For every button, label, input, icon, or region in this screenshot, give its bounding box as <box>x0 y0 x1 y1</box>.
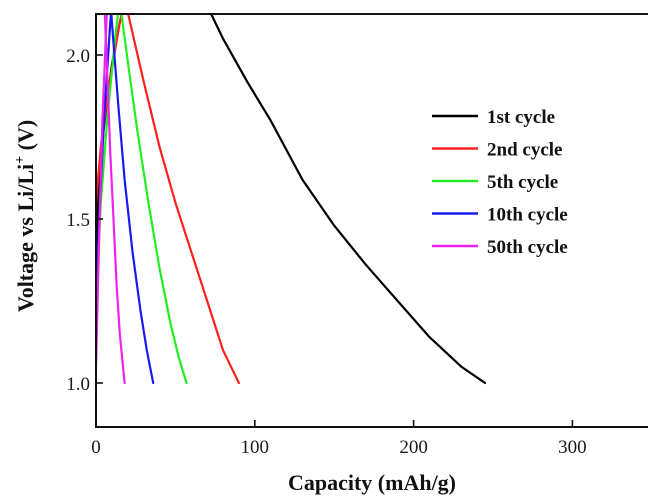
y-axis-title-unit: (V) <box>13 120 38 156</box>
series-1-discharge-line <box>209 14 487 385</box>
x-axis-title: Capacity (mAh/g) <box>288 470 456 495</box>
plot-frame <box>95 13 648 428</box>
x-tick-label: 0 <box>91 437 101 458</box>
series-5-charge-line <box>96 14 108 368</box>
x-tick-label: 300 <box>558 437 587 458</box>
y-axis-title-main: Voltage vs Li/Li <box>13 164 38 312</box>
legend-label-4: 10th cycle <box>487 205 568 226</box>
x-tick-label: 100 <box>241 437 270 458</box>
series-3-charge-line <box>96 14 120 303</box>
legend-label-5: 50th cycle <box>487 237 568 258</box>
legend: 1st cycle 2nd cycle 5th cycle 10th cycle 50t… <box>432 107 568 258</box>
legend-label-1: 1st cycle <box>487 107 555 128</box>
y-tick-label: 2.0 <box>66 46 90 67</box>
series-3-discharge-line <box>120 14 188 385</box>
legend-label-2: 2nd cycle <box>487 140 562 161</box>
y-axis-title: Voltage vs Li/Li+ (V) <box>13 120 38 312</box>
series-4-discharge-line <box>110 14 155 385</box>
series-5-discharge-line <box>103 14 126 385</box>
y-axis-title-superscript: + <box>13 156 28 164</box>
y-tick-label: 1.0 <box>66 374 90 395</box>
x-tick-label: 200 <box>399 437 428 458</box>
y-tick-label: 1.5 <box>66 210 90 231</box>
plot-lines <box>96 14 487 385</box>
series-2-discharge-line <box>127 14 240 385</box>
legend-label-3: 5th cycle <box>487 172 558 193</box>
